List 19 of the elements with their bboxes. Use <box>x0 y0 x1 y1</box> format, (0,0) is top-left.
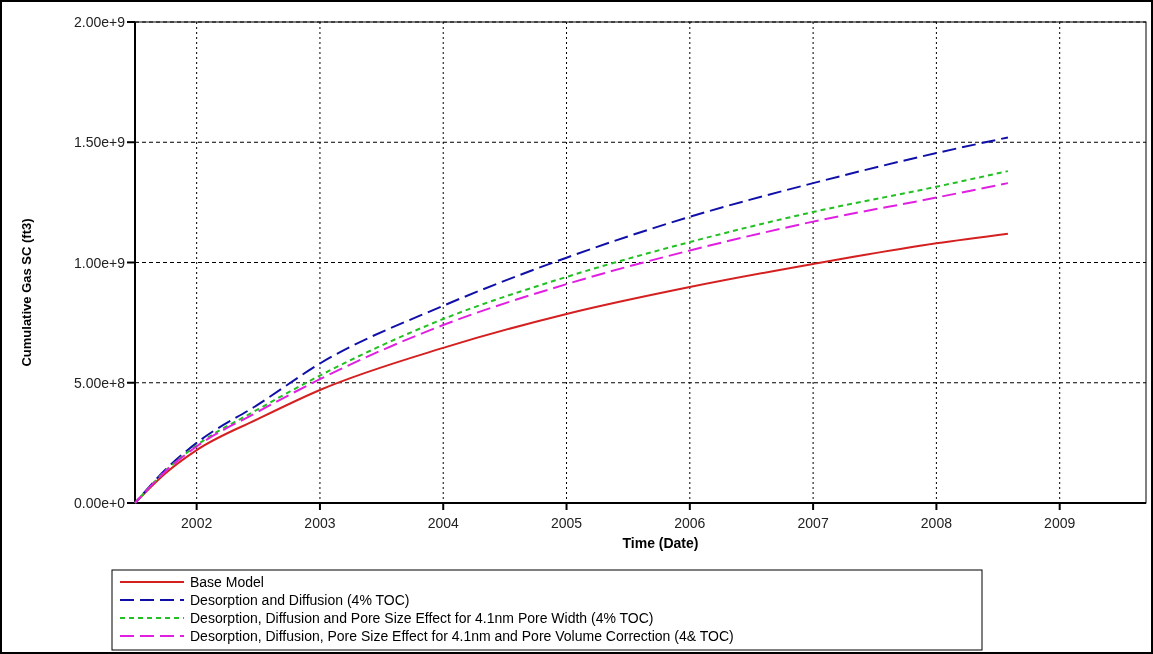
x-tick-label: 2002 <box>181 515 213 531</box>
y-tick-label: 2.00e+9 <box>74 14 126 30</box>
x-tick-label: 2009 <box>1044 515 1076 531</box>
y-tick-label: 5.00e+8 <box>74 374 126 391</box>
legend-label: Desorption, Diffusion and Pore Size Effect for 4.1nm Pore Width (4% TOC) <box>190 610 654 626</box>
x-axis-title: Time (Date) <box>622 535 699 551</box>
x-tick-label: 2007 <box>797 515 829 531</box>
x-tick-label: 2006 <box>674 515 706 531</box>
x-tick-label: 2003 <box>304 515 336 531</box>
x-tick-label: 2004 <box>427 515 460 531</box>
y-tick-label: 1.50e+9 <box>74 134 126 151</box>
x-tick-label: 2008 <box>920 515 953 531</box>
legend-label: Base Model <box>190 574 264 590</box>
y-tick-label: 1.00e+9 <box>74 254 126 271</box>
x-tick-label: 2005 <box>550 515 583 531</box>
y-axis-title: Cumulative Gas SC (ft3) <box>19 218 34 367</box>
y-tick-label: 0.00e+0 <box>74 495 126 511</box>
legend-label: Desorption and Diffusion (4% TOC) <box>190 592 410 608</box>
legend-label: Desorption, Diffusion, Pore Size Effect for 4.1nm and Pore Volume Correction (4& TOC) <box>190 628 734 644</box>
